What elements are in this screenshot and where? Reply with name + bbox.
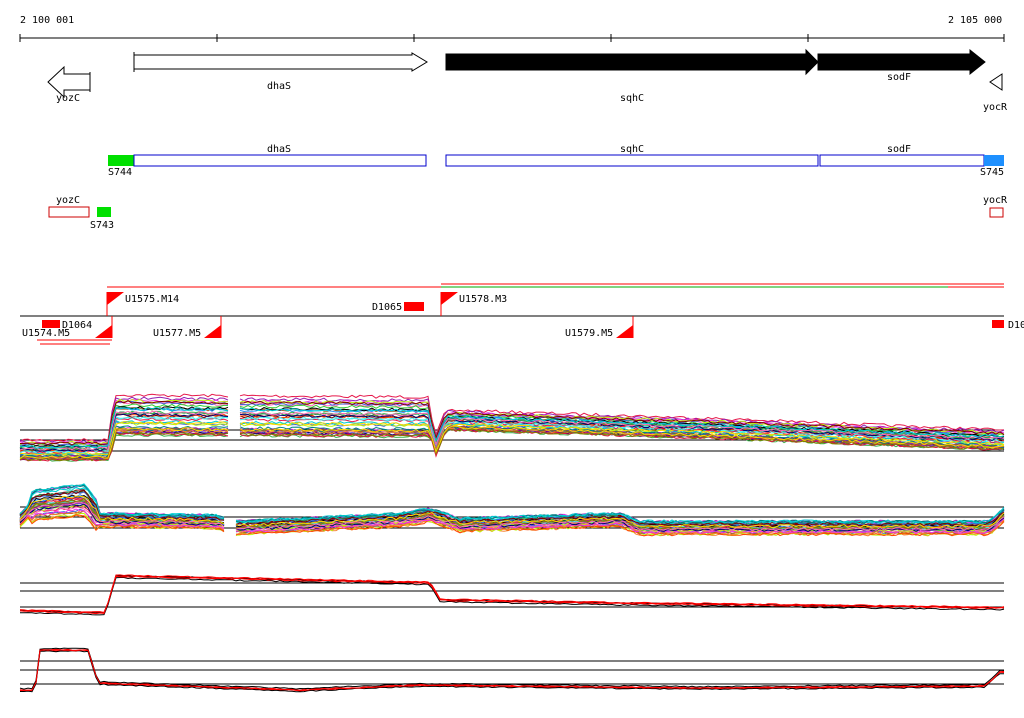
gene-arrow-dhaS[interactable] bbox=[133, 52, 428, 72]
expression-curve bbox=[19, 647, 1005, 690]
segment-label: U1578.M3 bbox=[459, 294, 507, 305]
segment-U1577-M5[interactable]: U1577.M5 bbox=[153, 316, 222, 339]
expression-curve bbox=[19, 483, 1005, 524]
expression-curve bbox=[19, 416, 1005, 454]
gene-dhaS[interactable]: dhaS bbox=[133, 52, 428, 92]
gene-arrow-sodF[interactable] bbox=[817, 48, 986, 76]
gene-arrow-sqhC[interactable] bbox=[445, 48, 819, 76]
segment-block bbox=[404, 302, 424, 311]
promoter-S743[interactable] bbox=[97, 207, 111, 217]
segment-D1066[interactable]: D1066 bbox=[992, 320, 1024, 331]
expression-curve bbox=[19, 648, 1005, 691]
summary-forward bbox=[19, 574, 1005, 616]
expression-curve bbox=[20, 412, 1005, 452]
tiling-profiles-forward bbox=[19, 393, 1005, 462]
coordinate-ruler: 2 100 001 2 105 000 bbox=[19, 15, 1005, 42]
promoter-label-S743: S743 bbox=[90, 220, 114, 231]
expression-curve bbox=[19, 393, 1005, 442]
feature-box-yozC[interactable] bbox=[48, 206, 90, 218]
segment-label: U1577.M5 bbox=[153, 328, 201, 339]
feature-label-sqhC: sqhC bbox=[620, 144, 644, 155]
promoter-label-S744: S744 bbox=[108, 167, 132, 178]
feature-box-sqhC[interactable] bbox=[445, 154, 819, 167]
gene-label-yozC: yozC bbox=[56, 93, 80, 104]
segment-block bbox=[42, 320, 60, 328]
segment-U1574-M5[interactable]: U1574.M5 bbox=[22, 316, 113, 345]
gene-arrow-yocR[interactable] bbox=[989, 73, 1003, 91]
gene-label-sqhC: sqhC bbox=[620, 93, 644, 104]
feature-box-yocR[interactable] bbox=[989, 207, 1004, 218]
gene-arrow-yozC[interactable] bbox=[47, 65, 91, 99]
segment-track: U1575.M14 D1065 U1578.M3 U1574.M5 D1064 … bbox=[20, 283, 1024, 345]
segment-label: U1574.M5 bbox=[22, 328, 70, 339]
tiling-profiles-reverse bbox=[19, 483, 1005, 537]
terminator-S745[interactable] bbox=[984, 155, 1004, 166]
feature-label-yozC: yozC bbox=[56, 195, 80, 206]
gene-sodF[interactable]: sodF bbox=[817, 48, 986, 83]
segment-block bbox=[992, 320, 1004, 328]
segment-U1578-M3[interactable]: U1578.M3 bbox=[440, 292, 507, 316]
expression-curve bbox=[19, 425, 1005, 459]
expression-curve bbox=[19, 495, 1005, 529]
ruler-start-label: 2 100 001 bbox=[20, 15, 74, 26]
gene-track: yozC dhaS sqhC sodF yocR bbox=[47, 48, 1008, 113]
segment-flag bbox=[616, 325, 633, 338]
expression-curve bbox=[19, 501, 1005, 532]
operon-track-reverse: yozC S743 yocR bbox=[48, 195, 1008, 231]
summary-reverse bbox=[19, 647, 1005, 693]
segment-label: U1575.M14 bbox=[125, 294, 179, 305]
promoter-S744[interactable] bbox=[108, 155, 134, 166]
segment-D1064[interactable]: D1064 bbox=[42, 320, 92, 331]
segment-D1065[interactable]: D1065 bbox=[372, 302, 424, 313]
segment-flag bbox=[107, 292, 124, 305]
feature-label-dhaS: dhaS bbox=[267, 144, 291, 155]
expression-curve bbox=[19, 575, 1005, 615]
segment-U1579-M5[interactable]: U1579.M5 bbox=[565, 316, 634, 339]
feature-label-yocR: yocR bbox=[983, 195, 1008, 206]
operon-track-forward: S744 dhaS sqhC sodF S745 bbox=[108, 144, 1004, 178]
expression-curve bbox=[19, 427, 1005, 462]
segment-label: D1066 bbox=[1008, 320, 1024, 331]
gene-yocR[interactable]: yocR bbox=[983, 73, 1008, 113]
gene-label-dhaS: dhaS bbox=[267, 81, 291, 92]
segment-flag bbox=[204, 325, 221, 338]
segment-label: U1579.M5 bbox=[565, 328, 613, 339]
expression-curve bbox=[19, 490, 1005, 527]
gene-label-yocR: yocR bbox=[983, 102, 1008, 113]
segment-label: D1065 bbox=[372, 302, 402, 313]
feature-label-sodF: sodF bbox=[887, 144, 911, 155]
expression-curve bbox=[19, 406, 1005, 449]
feature-box-dhaS[interactable] bbox=[133, 154, 427, 167]
expression-curve bbox=[19, 574, 1005, 614]
gene-sqhC[interactable]: sqhC bbox=[445, 48, 819, 104]
segment-U1575-M14[interactable]: U1575.M14 bbox=[106, 292, 179, 316]
terminator-label-S745: S745 bbox=[980, 167, 1004, 178]
feature-box-sodF[interactable] bbox=[819, 154, 985, 167]
expression-curve bbox=[20, 650, 1004, 693]
gene-label-sodF: sodF bbox=[887, 72, 911, 83]
segment-flag bbox=[441, 292, 458, 305]
segment-label: D1064 bbox=[62, 320, 92, 331]
expression-curve bbox=[20, 577, 1005, 616]
ruler-end-label: 2 105 000 bbox=[948, 15, 1002, 26]
expression-curve bbox=[20, 399, 1005, 446]
segment-flag bbox=[95, 325, 112, 338]
gene-yozC[interactable]: yozC bbox=[47, 65, 91, 104]
